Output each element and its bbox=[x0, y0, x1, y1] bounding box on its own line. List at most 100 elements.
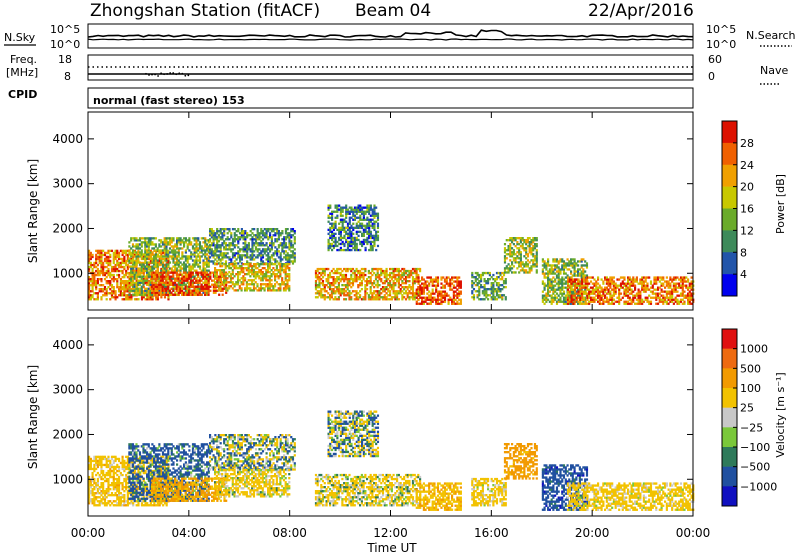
echo-cell bbox=[355, 248, 358, 252]
echo-cell bbox=[359, 242, 362, 246]
echo-cell bbox=[452, 302, 455, 305]
echo-cell bbox=[518, 261, 521, 264]
echo-cell bbox=[595, 294, 598, 297]
echo-cell bbox=[426, 288, 429, 291]
echo-cell bbox=[314, 282, 318, 285]
echo-cell bbox=[338, 230, 341, 234]
echo-cell bbox=[552, 300, 555, 303]
echo-cell bbox=[154, 245, 157, 248]
echo-cell bbox=[165, 267, 168, 271]
echo-cell bbox=[265, 277, 268, 280]
echo-cell bbox=[509, 239, 512, 242]
echo-cell bbox=[523, 263, 526, 266]
echo-cell bbox=[458, 294, 461, 297]
echo-cell bbox=[371, 269, 374, 273]
echo-cell bbox=[242, 232, 245, 235]
echo-cell bbox=[184, 287, 187, 290]
echo-cell bbox=[121, 276, 124, 279]
echo-cell bbox=[186, 273, 189, 276]
echo-cell bbox=[238, 267, 241, 270]
echo-cell bbox=[449, 288, 452, 291]
echo-cell bbox=[265, 273, 268, 276]
echo-cell bbox=[93, 271, 96, 275]
echo-cell bbox=[210, 244, 213, 247]
echo-cell bbox=[283, 250, 286, 253]
echo-cell bbox=[210, 228, 213, 231]
echo-cell bbox=[415, 269, 418, 273]
echo-cell bbox=[240, 269, 243, 272]
echo-cell bbox=[449, 284, 452, 287]
echo-cell bbox=[91, 255, 94, 259]
echo-cell bbox=[334, 216, 337, 219]
echo-cell bbox=[137, 275, 140, 278]
echo-cell bbox=[357, 208, 360, 211]
echo-cell bbox=[321, 294, 325, 297]
echo-cell bbox=[183, 265, 186, 268]
echo-cell bbox=[240, 256, 243, 259]
echo-cell bbox=[191, 247, 195, 250]
echo-cell bbox=[263, 228, 266, 231]
echo-cell bbox=[125, 286, 128, 289]
echo-cell bbox=[176, 243, 179, 246]
echo-cell bbox=[138, 263, 142, 266]
echo-cell bbox=[348, 282, 351, 285]
echo-cell bbox=[131, 251, 135, 254]
echo-cell bbox=[406, 288, 409, 291]
echo-cell bbox=[210, 250, 213, 253]
echo-cell bbox=[112, 296, 115, 299]
echo-cell bbox=[325, 296, 328, 299]
echo-cell bbox=[205, 271, 208, 274]
echo-cell bbox=[100, 280, 103, 283]
echo-cell bbox=[109, 282, 112, 285]
echo-cell bbox=[137, 287, 140, 290]
echo-cell bbox=[331, 212, 334, 215]
echo-cell bbox=[507, 253, 510, 256]
echo-cell bbox=[225, 283, 228, 286]
echo-cell bbox=[361, 244, 364, 248]
echo-cell bbox=[417, 276, 420, 279]
echo-cell bbox=[406, 292, 409, 295]
echo-cell bbox=[182, 293, 185, 296]
echo-cell bbox=[188, 257, 191, 260]
echo-cell bbox=[138, 287, 142, 290]
echo-cell bbox=[223, 285, 226, 288]
echo-cell bbox=[341, 292, 344, 295]
echo-cell bbox=[336, 248, 339, 252]
echo-cell bbox=[530, 253, 533, 256]
echo-cell bbox=[184, 289, 187, 292]
echo-cell bbox=[577, 288, 580, 291]
echo-cell bbox=[102, 253, 105, 257]
echo-cell bbox=[385, 276, 388, 279]
echo-cell bbox=[360, 288, 363, 291]
echo-cell bbox=[214, 285, 217, 288]
echo-cell bbox=[95, 273, 98, 277]
echo-cell bbox=[91, 276, 94, 279]
echo-cell bbox=[611, 302, 614, 305]
echo-cell bbox=[247, 273, 250, 276]
echo-cell bbox=[605, 298, 608, 301]
echo-cell bbox=[577, 296, 580, 299]
echo-cell bbox=[284, 267, 287, 270]
echo-cell bbox=[270, 269, 273, 272]
echo-cell bbox=[168, 243, 172, 246]
echo-cell bbox=[598, 296, 601, 299]
echo-cell bbox=[291, 246, 295, 249]
echo-cell bbox=[142, 286, 145, 289]
echo-cell bbox=[499, 290, 502, 293]
echo-cell bbox=[126, 263, 129, 267]
echo-cell bbox=[334, 296, 337, 299]
echo-cell bbox=[350, 230, 353, 234]
echo-cell bbox=[137, 249, 140, 253]
echo-cell bbox=[567, 302, 570, 305]
echo-cell bbox=[341, 228, 344, 232]
echo-cell bbox=[253, 258, 256, 261]
echo-cell bbox=[130, 271, 133, 274]
echo-cell bbox=[277, 275, 280, 278]
echo-cell bbox=[361, 242, 364, 246]
echo-cell bbox=[509, 265, 512, 268]
echo-cell bbox=[156, 269, 159, 272]
echo-cell bbox=[352, 210, 355, 213]
echo-cell bbox=[284, 263, 287, 266]
echo-cell bbox=[415, 296, 418, 299]
echo-cell bbox=[579, 288, 582, 291]
